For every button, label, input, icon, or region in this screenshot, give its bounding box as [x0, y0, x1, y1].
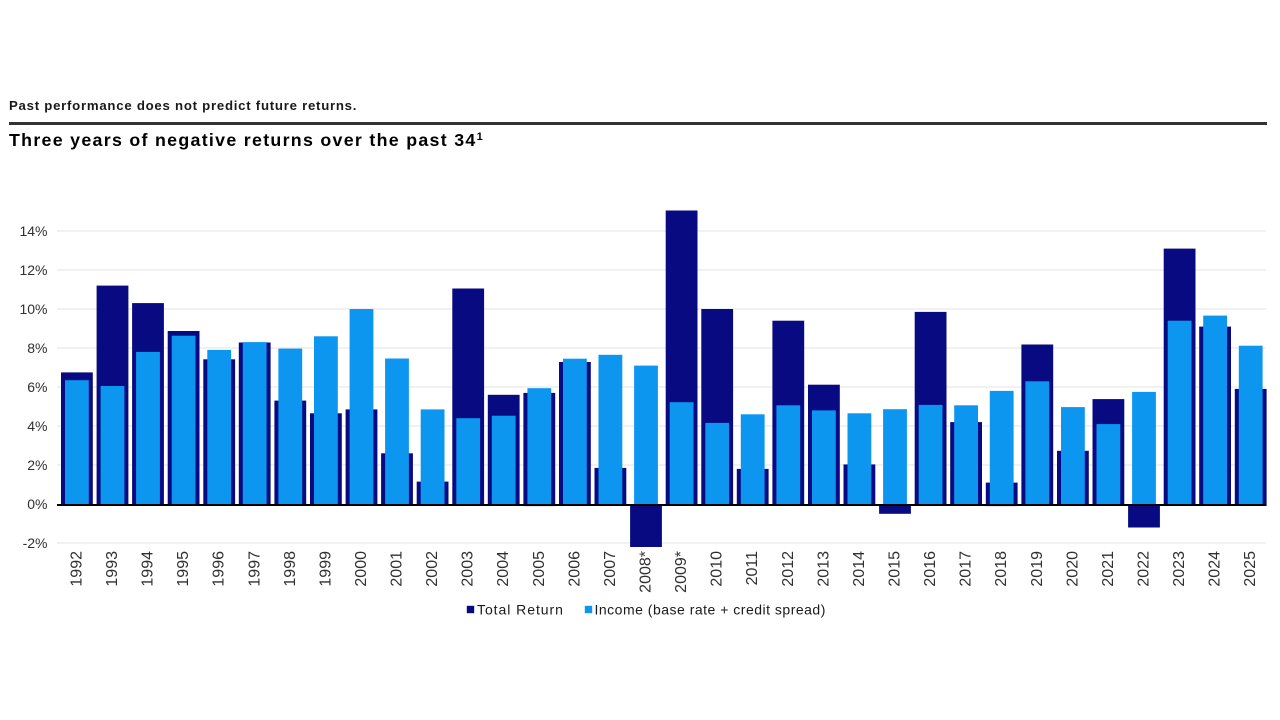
- svg-text:2011: 2011: [744, 551, 761, 586]
- svg-text:1997: 1997: [246, 551, 263, 587]
- svg-text:2019: 2019: [1029, 551, 1046, 587]
- svg-text:12%: 12%: [19, 262, 47, 278]
- svg-text:1992: 1992: [68, 551, 85, 587]
- svg-text:2023: 2023: [1171, 551, 1188, 587]
- svg-text:2025: 2025: [1242, 551, 1259, 587]
- svg-text:2004: 2004: [495, 551, 512, 587]
- svg-text:2%: 2%: [27, 457, 47, 473]
- svg-text:1996: 1996: [211, 551, 228, 587]
- svg-text:2022: 2022: [1136, 551, 1153, 587]
- svg-text:2002: 2002: [424, 551, 441, 587]
- svg-text:2009*: 2009*: [673, 551, 690, 593]
- svg-text:2015: 2015: [887, 551, 904, 587]
- svg-text:6%: 6%: [27, 379, 47, 395]
- svg-text:8%: 8%: [27, 340, 47, 356]
- svg-text:2001: 2001: [389, 551, 406, 587]
- svg-text:2008*: 2008*: [638, 551, 655, 593]
- svg-text:2021: 2021: [1100, 551, 1117, 587]
- svg-text:1998: 1998: [282, 551, 299, 587]
- svg-text:-2%: -2%: [23, 535, 48, 551]
- svg-text:1999: 1999: [317, 551, 334, 587]
- svg-text:2003: 2003: [460, 551, 477, 587]
- svg-text:2006: 2006: [566, 551, 583, 587]
- svg-text:1993: 1993: [104, 551, 121, 587]
- svg-text:2020: 2020: [1064, 551, 1081, 587]
- svg-text:Income (base rate + credit spr: Income (base rate + credit spread): [595, 602, 826, 618]
- svg-text:2012: 2012: [780, 551, 797, 587]
- svg-text:14%: 14%: [19, 223, 47, 239]
- svg-text:2018: 2018: [993, 551, 1010, 587]
- svg-text:2017: 2017: [958, 551, 975, 587]
- svg-text:1995: 1995: [175, 551, 192, 587]
- svg-text:2014: 2014: [851, 551, 868, 587]
- svg-text:Total Return: Total Return: [477, 602, 564, 618]
- svg-text:2013: 2013: [815, 551, 832, 587]
- svg-text:2010: 2010: [709, 551, 726, 587]
- svg-text:2007: 2007: [602, 551, 619, 587]
- svg-text:0%: 0%: [27, 496, 47, 512]
- svg-text:2005: 2005: [531, 551, 548, 587]
- svg-text:2024: 2024: [1207, 551, 1224, 587]
- svg-text:2016: 2016: [922, 551, 939, 587]
- svg-text:4%: 4%: [27, 418, 47, 434]
- svg-text:2000: 2000: [353, 551, 370, 587]
- svg-text:10%: 10%: [19, 301, 47, 317]
- svg-text:1994: 1994: [140, 551, 157, 587]
